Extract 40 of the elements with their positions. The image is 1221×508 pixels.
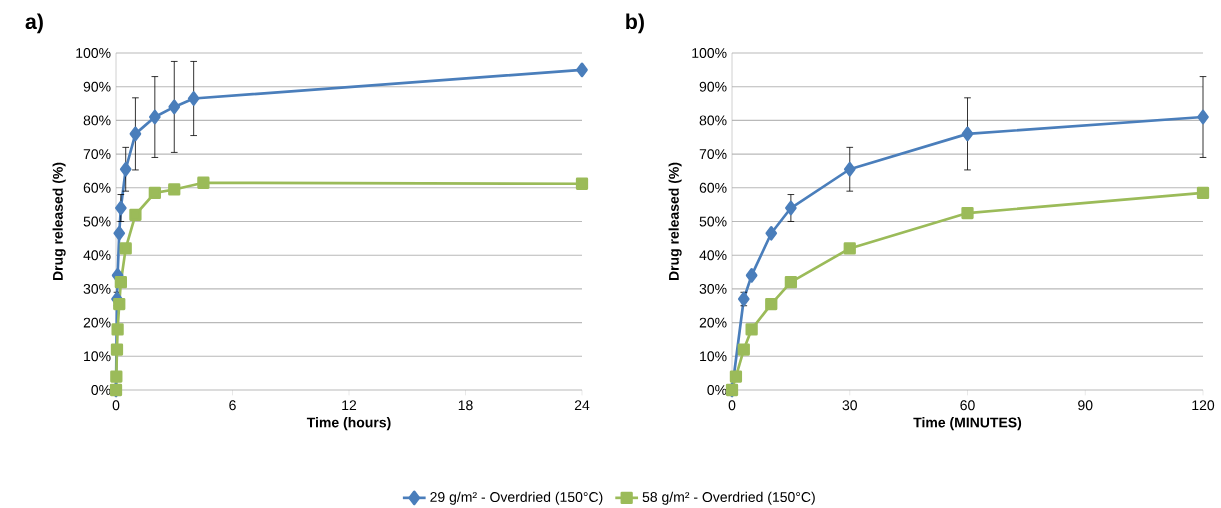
x-tick-label: 18: [458, 400, 473, 411]
y-tick-label: 80%: [699, 115, 727, 126]
y-tick-label: 10%: [84, 351, 111, 362]
chart-title: b): [626, 13, 644, 34]
y-tick-label: 70%: [83, 149, 111, 160]
x-tick-label: 0: [728, 400, 736, 411]
y-tick-label: 100%: [692, 48, 727, 58]
x-tick-label: 90: [1078, 400, 1093, 411]
y-tick-label: 60%: [699, 182, 727, 193]
y-tick-label: 40%: [83, 250, 111, 261]
x-axis-title: Time (MINUTES): [913, 417, 1022, 431]
y-tick-label: 50%: [83, 216, 111, 227]
x-tick-label: 24: [574, 400, 590, 411]
y-tick-label: 50%: [699, 216, 727, 227]
y-axis-title: Drug released (%): [52, 162, 66, 281]
legend-label: 58 g/m² - Overdried (150°C): [642, 491, 815, 505]
x-axis-title: Time (hours): [306, 417, 391, 431]
y-tick-label: 70%: [699, 149, 727, 160]
y-tick-label: 40%: [699, 250, 727, 261]
x-tick-label: 60: [960, 400, 975, 411]
y-tick-label: 80%: [83, 115, 111, 126]
y-tick-label: 100%: [76, 48, 111, 58]
x-tick-label: 120: [1192, 400, 1215, 411]
y-axis-title: Drug released (%): [668, 162, 682, 281]
legend-label: 29 g/m² - Overdried (150°C): [430, 491, 603, 505]
x-tick-label: 12: [342, 400, 357, 411]
x-tick-label: 6: [229, 400, 236, 411]
y-tick-label: 90%: [83, 81, 111, 92]
x-tick-label: 30: [842, 400, 857, 411]
y-tick-label: 30%: [699, 283, 727, 294]
chart-title: a): [25, 13, 43, 34]
y-tick-label: 20%: [83, 317, 111, 328]
y-tick-label: 60%: [83, 182, 111, 193]
y-tick-label: 10%: [700, 351, 727, 362]
y-tick-label: 90%: [699, 81, 727, 92]
y-tick-label: 0%: [707, 385, 727, 395]
y-tick-label: 0%: [91, 385, 111, 395]
x-tick-label: 0: [112, 400, 120, 411]
y-tick-label: 30%: [83, 283, 111, 294]
y-tick-label: 20%: [699, 317, 727, 328]
